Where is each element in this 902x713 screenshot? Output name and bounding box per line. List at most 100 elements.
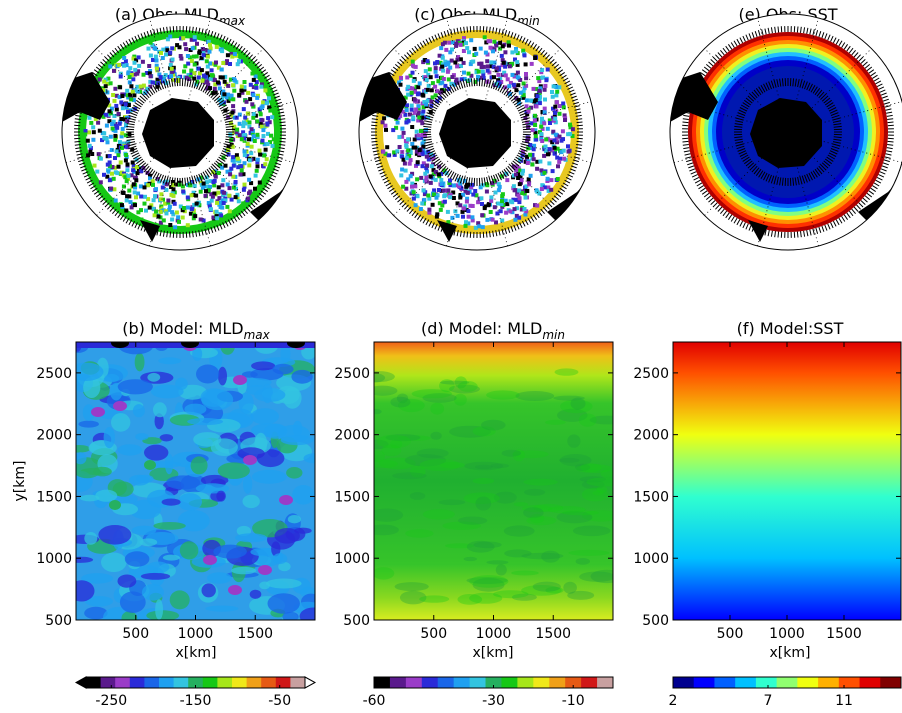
data-cell	[410, 70, 415, 75]
ice-hatch	[804, 174, 808, 183]
data-cell	[123, 158, 128, 163]
data-cell	[255, 157, 260, 162]
data-cell	[205, 48, 210, 53]
colorbar-segment	[501, 677, 518, 688]
field-blob	[76, 580, 95, 602]
data-cell	[189, 70, 194, 75]
data-cell	[142, 201, 147, 206]
data-cell	[380, 120, 385, 125]
data-cell	[406, 137, 411, 142]
data-cell	[550, 140, 555, 145]
data-cell	[555, 146, 560, 151]
ice-hatch	[828, 107, 837, 112]
data-cell	[151, 206, 156, 211]
ice-hatch	[753, 89, 760, 97]
edge-hatch	[79, 162, 86, 166]
edge-hatch	[264, 74, 270, 79]
edge-hatch	[575, 147, 582, 150]
ice-hatch	[457, 174, 461, 183]
edge-hatch	[569, 92, 576, 96]
data-cell	[524, 184, 529, 189]
data-cell	[423, 150, 428, 155]
field-blob	[169, 590, 190, 610]
data-cell	[443, 83, 448, 88]
ice-hatch	[742, 156, 750, 162]
data-cell	[508, 80, 513, 85]
data-cell	[423, 58, 428, 62]
data-cell	[129, 205, 134, 210]
ice-hatch	[189, 176, 192, 185]
data-cell	[105, 90, 110, 95]
y-tick-label: 1500	[633, 489, 669, 505]
data-cell	[540, 110, 545, 114]
data-cell	[546, 188, 551, 193]
ice-hatch	[127, 141, 136, 144]
data-cell	[159, 51, 163, 55]
data-cell	[410, 181, 415, 186]
ice-hatch	[763, 172, 768, 181]
ice-hatch	[737, 148, 746, 152]
data-cell	[414, 151, 419, 156]
edge-hatch	[835, 38, 840, 45]
ice-hatch	[806, 82, 811, 91]
edge-hatch	[270, 86, 277, 90]
data-cell	[531, 147, 536, 152]
field-blob	[81, 573, 114, 584]
edge-hatch	[92, 71, 98, 77]
south-america-landmass	[670, 72, 718, 122]
data-cell	[104, 123, 109, 128]
data-cell	[181, 189, 186, 194]
edge-hatch	[134, 222, 138, 229]
meridian-line	[446, 17, 508, 247]
edge-hatch	[542, 52, 548, 58]
field-blob	[392, 472, 427, 480]
edge-hatch	[557, 69, 564, 74]
field-blob	[454, 393, 467, 406]
data-cell	[426, 115, 431, 120]
data-cell	[204, 180, 209, 185]
ice-hatch	[518, 109, 527, 114]
edge-hatch	[701, 190, 708, 195]
edge-hatch	[754, 31, 758, 38]
data-cell	[436, 79, 441, 84]
field-blob	[147, 561, 170, 574]
ice-hatch	[481, 177, 484, 186]
map-boundary	[358, 13, 596, 251]
edge-hatch	[419, 42, 424, 48]
data-cell	[407, 153, 412, 158]
y-tick-label: 1500	[36, 489, 72, 505]
data-cell	[476, 221, 481, 226]
ice-hatch	[734, 123, 743, 126]
data-cell	[157, 179, 162, 184]
ice-hatch	[779, 177, 782, 186]
data-cell	[412, 97, 417, 102]
data-cell	[136, 69, 141, 74]
ice-hatch	[830, 112, 839, 116]
data-cell	[540, 116, 544, 121]
data-cell	[214, 60, 218, 65]
data-cell	[425, 163, 430, 168]
data-cell	[435, 60, 440, 64]
data-cell	[87, 130, 91, 135]
data-cell	[517, 168, 522, 173]
ice-hatch	[457, 81, 461, 90]
ice-hatch	[449, 171, 455, 180]
data-cell	[201, 47, 205, 52]
data-cell	[401, 157, 406, 162]
edge-hatch	[82, 171, 89, 175]
edge-hatch	[383, 179, 390, 184]
data-cell	[536, 76, 541, 81]
data-cell	[430, 202, 435, 207]
data-cell	[254, 80, 259, 85]
field-blob	[250, 408, 279, 425]
ice-hatch	[126, 138, 135, 141]
data-cell	[259, 124, 264, 129]
data-cell	[539, 187, 544, 191]
field-blob	[523, 507, 544, 519]
data-cell	[206, 83, 211, 87]
data-cell	[270, 143, 275, 148]
field-blob	[299, 607, 315, 620]
data-cell	[245, 141, 250, 146]
edge-hatch	[404, 204, 409, 210]
data-cell	[496, 72, 501, 77]
